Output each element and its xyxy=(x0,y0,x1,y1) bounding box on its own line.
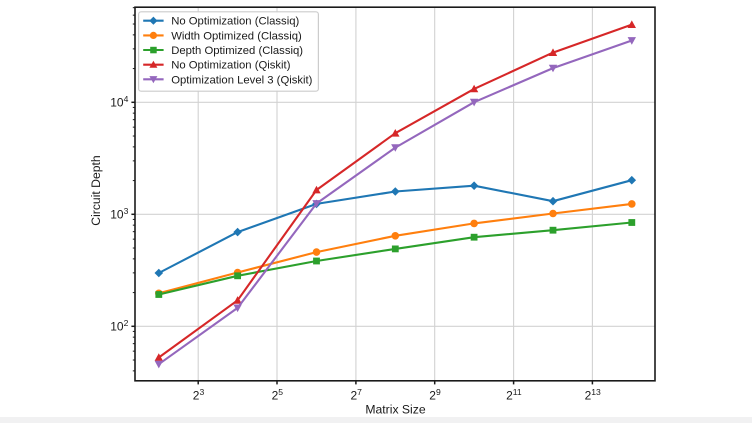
svg-text:Circuit Depth: Circuit Depth xyxy=(89,155,103,225)
svg-text:Optimization Level 3 (Qiskit): Optimization Level 3 (Qiskit) xyxy=(171,74,312,86)
svg-text:Matrix Size: Matrix Size xyxy=(365,402,425,416)
svg-text:27: 27 xyxy=(350,387,362,403)
svg-text:25: 25 xyxy=(272,387,284,403)
svg-text:23: 23 xyxy=(193,387,205,403)
svg-text:Width Optimized (Classiq): Width Optimized (Classiq) xyxy=(171,30,302,42)
svg-text:No Optimization (Qiskit): No Optimization (Qiskit) xyxy=(171,60,291,72)
svg-text:29: 29 xyxy=(429,387,441,403)
svg-text:No Optimization (Classiq): No Optimization (Classiq) xyxy=(171,16,299,28)
svg-text:Depth Optimized (Classiq): Depth Optimized (Classiq) xyxy=(171,45,303,57)
